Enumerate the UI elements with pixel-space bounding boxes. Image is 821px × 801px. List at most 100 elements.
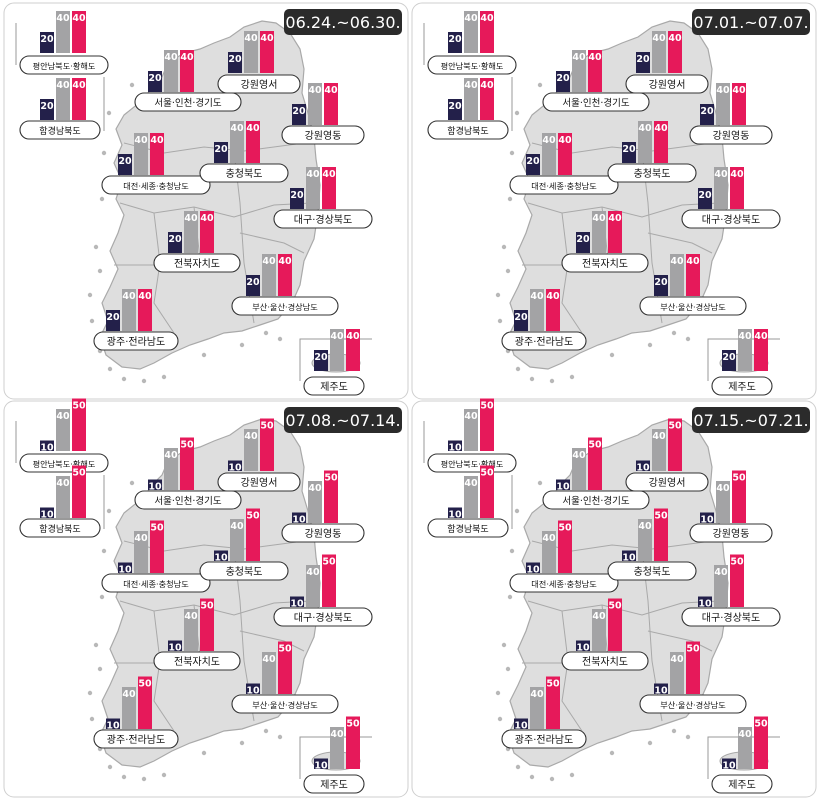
bar-dark: [118, 562, 132, 573]
bar-dark: [698, 188, 712, 209]
bar-pink: [654, 508, 668, 561]
bar-value-label: 20: [722, 352, 736, 363]
region-label-pill: [19, 120, 101, 140]
bar-value-label: 40: [164, 52, 178, 63]
bar-value-label: 40: [134, 533, 148, 544]
bar-value-label: 10: [290, 599, 304, 610]
island: [239, 342, 245, 348]
island: [497, 318, 503, 324]
bar-value-label: 40: [330, 331, 344, 342]
bar-gray: [184, 609, 198, 651]
bar-pink: [480, 398, 494, 451]
bar-gray: [330, 727, 344, 769]
island: [141, 776, 147, 782]
island: [549, 378, 555, 384]
region-label-pill: [689, 125, 773, 145]
region-name: 함경남북도: [447, 523, 488, 535]
region-label-pill: [153, 651, 241, 671]
bar-gray: [330, 329, 344, 371]
island: [141, 378, 147, 384]
bar-gray: [670, 652, 684, 694]
bar-value-label: 40: [592, 213, 606, 224]
bar-gray: [592, 609, 606, 651]
island: [89, 716, 95, 722]
island: [569, 374, 575, 380]
bar-value-label: 40: [480, 80, 494, 91]
bar-value-label: 40: [464, 13, 478, 24]
bar-value-label: 50: [558, 523, 572, 534]
region-label-pill: [542, 92, 650, 112]
bar-value-label: 40: [608, 213, 622, 224]
bar-dark: [118, 154, 132, 175]
island: [277, 336, 283, 342]
province-boundary: [239, 232, 305, 254]
bar-value-label: 10: [700, 515, 714, 526]
bar-value-label: 50: [324, 473, 338, 484]
island: [609, 352, 615, 358]
bar-pink: [324, 83, 338, 125]
bar-gray: [134, 531, 148, 573]
bar-value-label: 40: [668, 33, 682, 44]
bar-pink: [730, 554, 744, 607]
region-label-pill: [427, 55, 517, 75]
bar-value-label: 20: [246, 277, 260, 288]
region-name: 대전·세종·충청남도: [531, 181, 597, 191]
bar-value-label: 40: [322, 169, 336, 180]
region-label-pill: [134, 490, 242, 510]
bar-gray: [572, 50, 586, 92]
region-label-pill: [281, 125, 365, 145]
island: [106, 110, 112, 116]
date-badge: [284, 9, 402, 35]
island: [509, 150, 515, 156]
region-name: 광주·전라남도: [107, 336, 165, 348]
bar-pink: [732, 83, 746, 125]
island: [263, 330, 269, 336]
bar-dark: [514, 718, 528, 729]
island: [515, 366, 521, 372]
bar-value-label: 40: [150, 135, 164, 146]
island: [685, 336, 691, 342]
island: [505, 666, 511, 672]
date-badge: [284, 407, 402, 433]
bar-value-label: 40: [184, 213, 198, 224]
island: [529, 774, 535, 780]
bar-value-label: 10: [118, 565, 132, 576]
bar-value-label: 50: [686, 644, 700, 655]
island: [97, 666, 103, 672]
region-name: 강원영서: [649, 477, 686, 489]
island: [685, 734, 691, 740]
bar-value-label: 20: [118, 156, 132, 167]
bar-pink: [72, 465, 86, 518]
region-label-pill: [231, 694, 339, 714]
island: [121, 376, 127, 382]
bar-gray: [308, 481, 322, 523]
bar-pink: [278, 254, 292, 296]
bar-pink: [150, 520, 164, 573]
region-name: 제주도: [728, 381, 756, 393]
bar-value-label: 10: [292, 515, 306, 526]
bar-dark: [290, 596, 304, 607]
region-label-pill: [231, 296, 339, 316]
bar-value-label: 10: [148, 482, 162, 493]
region-name: 대구·경상북도: [294, 611, 352, 624]
bar-pink: [246, 121, 260, 163]
region-name: 평안남북도·황해도: [33, 61, 96, 71]
region-name: 강원영서: [241, 477, 278, 489]
region-name: 충청북도: [226, 168, 263, 180]
bar-value-label: 40: [714, 169, 728, 180]
bar-gray: [738, 329, 752, 371]
bar-pink: [246, 508, 260, 561]
bar-pink: [322, 167, 336, 209]
bar-pink: [150, 133, 164, 175]
bar-dark: [292, 104, 306, 125]
region-label-pill: [711, 774, 773, 794]
